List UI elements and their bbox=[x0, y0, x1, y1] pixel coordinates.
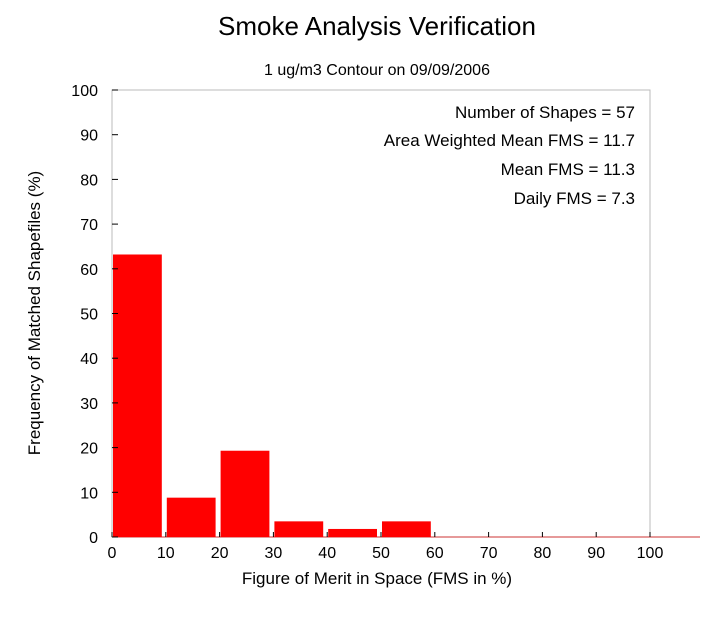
histogram-bar-2 bbox=[220, 450, 270, 537]
histogram-bar-5 bbox=[382, 521, 431, 537]
histogram-bar-0 bbox=[113, 254, 162, 537]
stat-line-1: Area Weighted Mean FMS = 11.7 bbox=[384, 131, 635, 150]
x-tick-label-7: 70 bbox=[480, 545, 498, 562]
chart-title: Smoke Analysis Verification bbox=[218, 11, 536, 41]
y-tick-label-4: 40 bbox=[80, 351, 98, 368]
y-axis-label: Frequency of Matched Shapefiles (%) bbox=[25, 171, 44, 455]
bars-group bbox=[113, 254, 431, 537]
x-tick-label-0: 0 bbox=[108, 545, 117, 562]
y-tick-label-6: 60 bbox=[80, 262, 98, 279]
stat-line-2: Mean FMS = 11.3 bbox=[501, 160, 635, 179]
plot-frame bbox=[111, 89, 651, 538]
y-tick-label-10: 100 bbox=[71, 83, 98, 100]
x-axis-label: Figure of Merit in Space (FMS in %) bbox=[242, 569, 512, 588]
stat-line-0: Number of Shapes = 57 bbox=[455, 103, 635, 122]
x-tick-label-1: 10 bbox=[157, 545, 175, 562]
x-axis-ticks: 0 10 20 30 40 50 60 70 80 90 100 bbox=[108, 532, 664, 562]
stat-line-3: Daily FMS = 7.3 bbox=[514, 189, 635, 208]
histogram-bar-3 bbox=[274, 521, 324, 537]
histogram-bar-4 bbox=[328, 528, 377, 537]
y-tick-label-5: 50 bbox=[80, 307, 98, 324]
y-tick-label-7: 70 bbox=[80, 217, 98, 234]
y-tick-label-2: 20 bbox=[80, 441, 98, 458]
x-tick-label-10: 100 bbox=[637, 545, 664, 562]
x-tick-label-5: 50 bbox=[372, 545, 390, 562]
x-tick-label-9: 90 bbox=[587, 545, 605, 562]
x-tick-label-6: 60 bbox=[426, 545, 444, 562]
y-tick-label-0: 0 bbox=[89, 530, 98, 547]
y-tick-label-3: 30 bbox=[80, 396, 98, 413]
x-tick-label-8: 80 bbox=[534, 545, 552, 562]
plot-area bbox=[111, 89, 700, 538]
y-axis-ticks: 0 10 20 30 40 50 60 70 80 90 100 bbox=[71, 83, 118, 547]
histogram-bar-1 bbox=[166, 497, 216, 537]
y-tick-label-9: 90 bbox=[80, 128, 98, 145]
x-tick-label-3: 30 bbox=[265, 545, 283, 562]
y-tick-label-1: 10 bbox=[80, 485, 98, 502]
x-tick-label-2: 20 bbox=[211, 545, 229, 562]
y-tick-label-8: 80 bbox=[80, 172, 98, 189]
chart-subtitle: 1 ug/m3 Contour on 09/09/2006 bbox=[264, 62, 490, 79]
stats-annotation: Number of Shapes = 57 Area Weighted Mean … bbox=[384, 103, 635, 208]
x-tick-label-4: 40 bbox=[318, 545, 336, 562]
